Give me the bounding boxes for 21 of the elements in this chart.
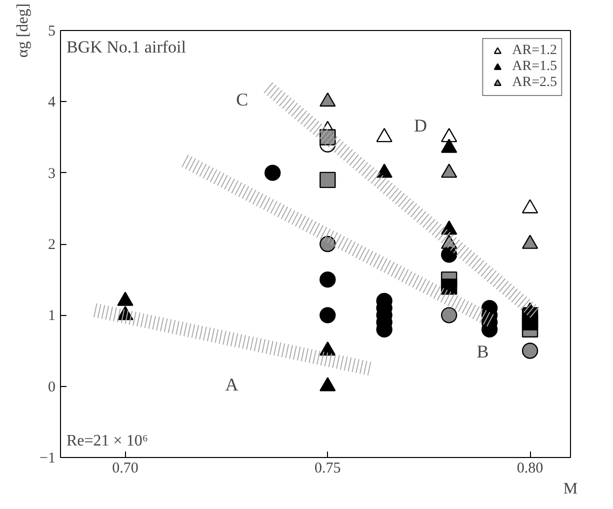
series-label: B [476,342,489,362]
series-label: C [236,89,248,110]
legend-label: AR=1.2 [512,43,557,59]
annotation: D [414,116,427,136]
legend-label: AR=1.5 [512,59,557,75]
x-tick-label: 0.70 [112,460,138,476]
x-tick-label: 0.75 [314,460,341,476]
x-tick-label: 0.80 [516,460,544,476]
x-axis-title: M [563,480,578,498]
y-tick-label: 2 [48,237,56,253]
y-tick-label: 5 [48,24,56,40]
legend-label: AR=2.5 [512,75,557,91]
chart-title: BGK No.1 airfoil [66,38,186,56]
y-tick-label: −1 [40,450,56,466]
y-axis-title: αg [deg] [14,3,32,58]
y-tick-label: 3 [48,166,56,182]
y-tick-label: 0 [48,379,56,396]
annotation: Re=21 × 10⁶ [66,432,148,450]
y-tick-label: 4 [48,94,56,111]
series-label: A [225,374,238,395]
y-tick-label: 1 [48,308,56,324]
